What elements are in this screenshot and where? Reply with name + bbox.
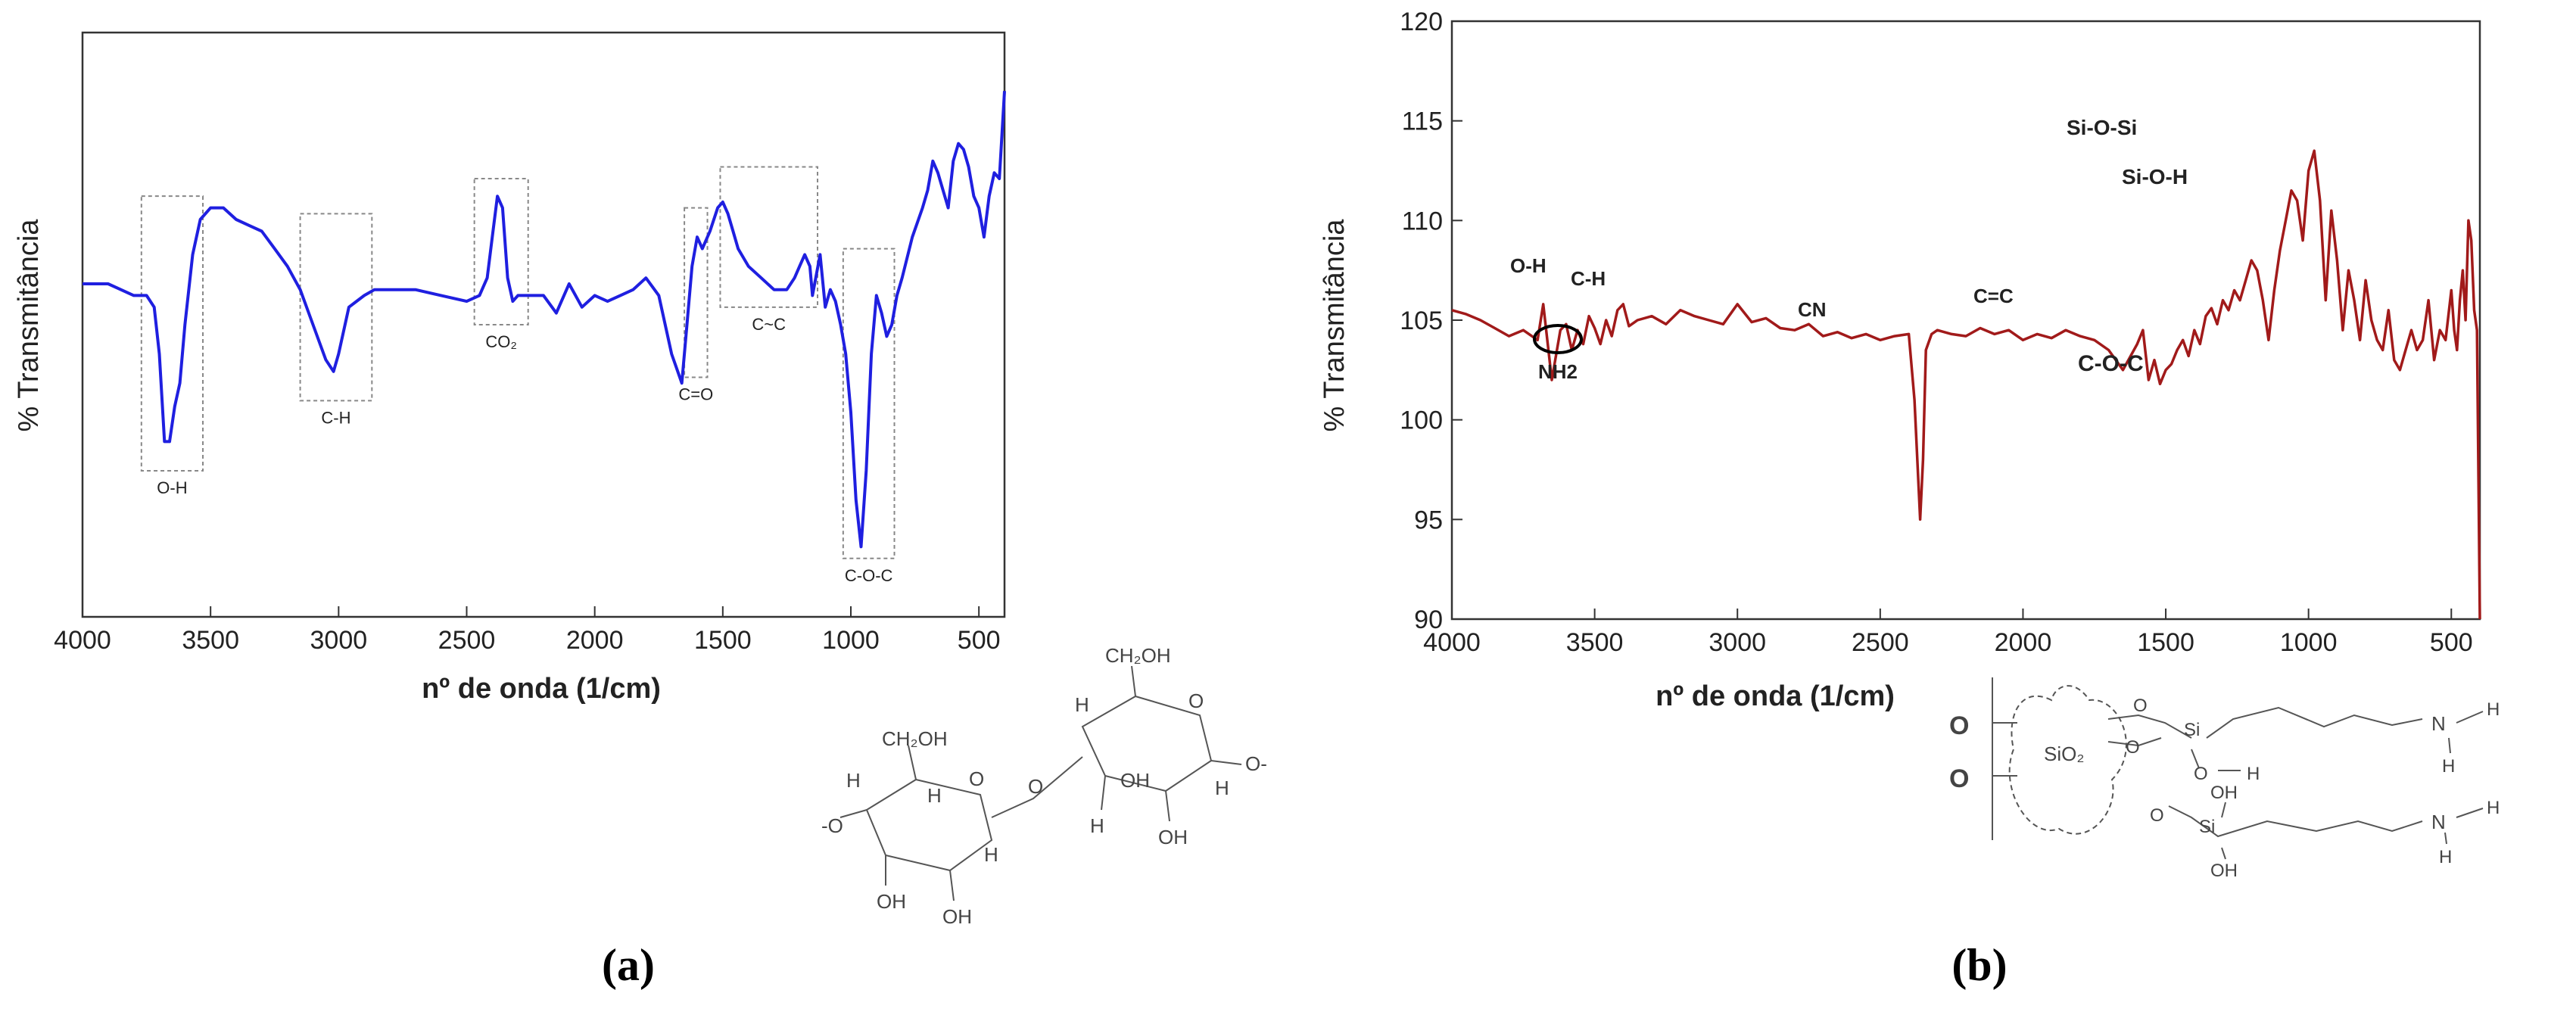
struct-b-h-2: H bbox=[2487, 699, 2500, 720]
struct-b-oh-2: OH bbox=[2210, 861, 2238, 881]
y-tick-label: 115 bbox=[1402, 107, 1443, 136]
x-tick-label: 2000 bbox=[566, 626, 624, 655]
x-tick-label: 3500 bbox=[1566, 628, 1624, 657]
x-tick-label: 2000 bbox=[1995, 628, 2052, 657]
panel-a-structure bbox=[839, 665, 1242, 901]
struct-b-si-2: Si bbox=[2199, 817, 2215, 837]
y-tick-label: 90 bbox=[1414, 606, 1443, 634]
band-box bbox=[684, 207, 709, 378]
x-tick-label: 2500 bbox=[1852, 628, 1909, 657]
struct-a-ch2oh-2: CH₂OH bbox=[1105, 644, 1171, 667]
struct-b-si-1: Si bbox=[2184, 720, 2200, 740]
panel-a-xlabel: nº de onda (1/cm) bbox=[422, 673, 661, 705]
struct-b-o-6: O bbox=[2150, 805, 2164, 826]
panel-b-ylabel: % Transmitância bbox=[1319, 219, 1350, 432]
annotation-sioSi: Si-O-Si bbox=[2067, 116, 2137, 139]
x-tick-label: 3000 bbox=[310, 626, 368, 655]
struct-b-o-3: O bbox=[2133, 696, 2148, 716]
panel-a-ylabel: % Transmitância bbox=[13, 219, 45, 432]
y-tick-label: 120 bbox=[1400, 8, 1443, 36]
struct-b-oh-1: OH bbox=[2210, 783, 2238, 803]
struct-a-h-4: H bbox=[1075, 693, 1089, 716]
band-box bbox=[719, 166, 819, 308]
struct-a-h-5: H bbox=[1215, 777, 1229, 799]
x-tick-label: 1000 bbox=[2280, 628, 2338, 657]
annotation-sioH: Si-O-H bbox=[2122, 165, 2188, 188]
annotation-nh2: NH2 bbox=[1538, 360, 1578, 383]
band-label: O-H bbox=[157, 478, 187, 497]
struct-a-o-ring1: O bbox=[969, 767, 984, 790]
x-tick-label: 4000 bbox=[54, 626, 111, 655]
x-tick-label: 2500 bbox=[438, 626, 496, 655]
x-tick-label: 500 bbox=[2430, 628, 2473, 657]
struct-a-oh-4: OH bbox=[1158, 826, 1188, 848]
x-tick-label: 1500 bbox=[2137, 628, 2194, 657]
struct-a-h-1: H bbox=[846, 769, 861, 792]
annotation-coc: C-O-C bbox=[2078, 351, 2144, 376]
struct-a-oh-2: OH bbox=[942, 905, 972, 928]
struct-b-h-5: H bbox=[2439, 847, 2452, 867]
struct-b-o-2: O bbox=[1949, 764, 1969, 793]
band-label: C~C bbox=[752, 315, 786, 334]
struct-a-h-6: H bbox=[1090, 814, 1104, 837]
struct-b-o-1: O bbox=[1949, 711, 1969, 740]
panel-b-label: (b) bbox=[1951, 940, 2007, 990]
band-box bbox=[473, 178, 529, 325]
annotation-oh: O-H bbox=[1510, 254, 1547, 277]
struct-a-h-3: H bbox=[984, 843, 998, 866]
band-box bbox=[140, 195, 204, 472]
struct-a-o-link: O bbox=[1028, 775, 1043, 798]
struct-b-h-4: H bbox=[2487, 798, 2500, 818]
struct-b-sio2: SiO₂ bbox=[2044, 742, 2084, 765]
struct-a-o-right: O- bbox=[1245, 752, 1267, 775]
annotation-cn: CN bbox=[1798, 298, 1827, 321]
panel-b-spectrum-line bbox=[1451, 149, 2481, 620]
struct-a-h-2: H bbox=[927, 784, 942, 807]
nh2-highlight-ellipse bbox=[1533, 324, 1583, 354]
panel-b-xlabel: nº de onda (1/cm) bbox=[1656, 680, 1895, 712]
struct-a-o-left: -O bbox=[821, 814, 843, 837]
band-box bbox=[299, 213, 373, 402]
struct-b-o-5: O bbox=[2194, 764, 2208, 784]
x-tick-label: 1500 bbox=[694, 626, 752, 655]
band-label: C=O bbox=[678, 384, 713, 403]
annotation-cc: C=C bbox=[1973, 285, 2014, 307]
annotation-ch: C-H bbox=[1571, 267, 1606, 290]
y-tick-label: 95 bbox=[1414, 506, 1443, 534]
band-box bbox=[842, 247, 896, 559]
x-tick-label: 3000 bbox=[1709, 628, 1766, 657]
struct-b-h-3: H bbox=[2442, 756, 2455, 777]
panel-b: 4000 3500 3000 2500 2000 1500 1000 500 90 95 100 1… bbox=[1319, 8, 2500, 990]
struct-a-o-ring2: O bbox=[1188, 690, 1204, 712]
panel-a-frame bbox=[81, 31, 1006, 618]
band-label: CO₂ bbox=[485, 332, 517, 351]
struct-b-n-1: N bbox=[2431, 712, 2446, 735]
panel-a-spectrum-line bbox=[83, 91, 1006, 549]
struct-b-n-2: N bbox=[2431, 811, 2446, 833]
struct-a-oh-3: OH bbox=[1120, 769, 1150, 792]
x-tick-label: 4000 bbox=[1423, 628, 1481, 657]
struct-b-h-1: H bbox=[2247, 764, 2260, 784]
struct-b-o-4: O bbox=[2126, 737, 2140, 758]
panel-a-label: (a) bbox=[602, 940, 655, 990]
x-tick-label: 3500 bbox=[182, 626, 239, 655]
x-tick-label: 1000 bbox=[822, 626, 880, 655]
band-label: C-H bbox=[321, 408, 350, 427]
x-tick-label: 500 bbox=[958, 626, 1001, 655]
band-label: C-O-C bbox=[845, 566, 893, 585]
y-tick-label: 100 bbox=[1400, 406, 1443, 435]
struct-a-ch2oh-1: CH₂OH bbox=[882, 727, 948, 750]
y-tick-label: 110 bbox=[1402, 207, 1443, 235]
y-tick-label: 105 bbox=[1400, 307, 1443, 335]
panel-b-structure bbox=[1992, 677, 2484, 860]
struct-a-oh-1: OH bbox=[877, 890, 906, 913]
